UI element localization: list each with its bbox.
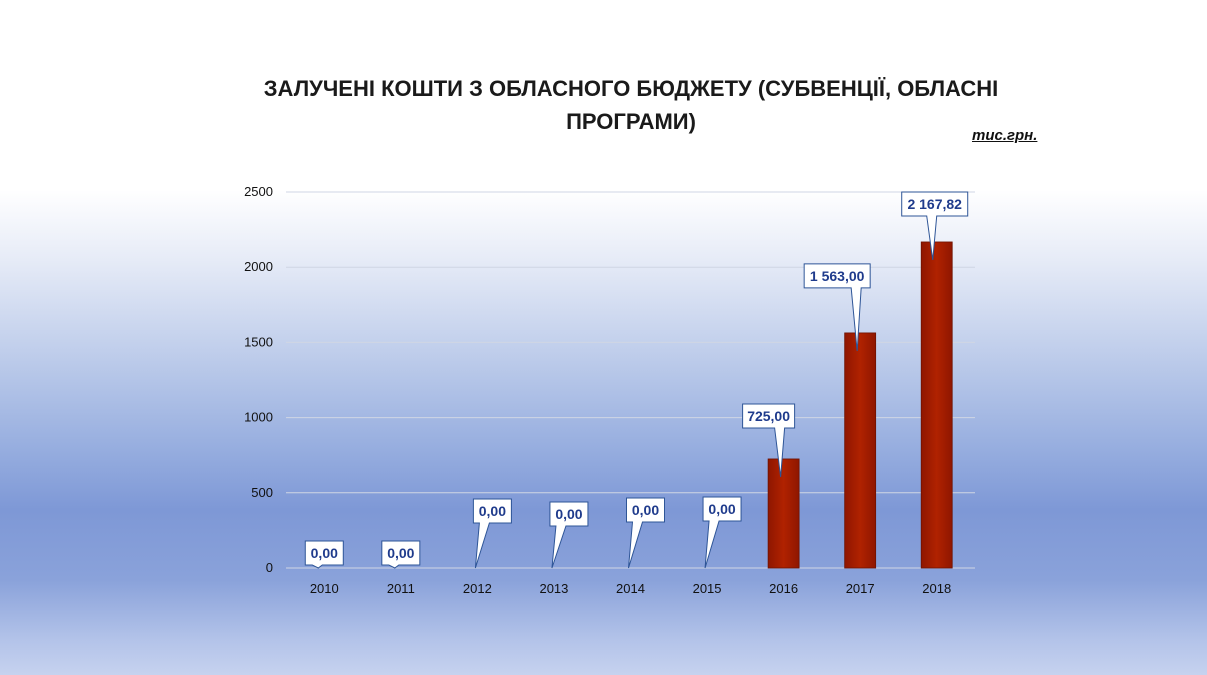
data-label-2011: 0,00 bbox=[387, 545, 414, 561]
data-label-callout bbox=[549, 501, 589, 569]
y-tick-label: 1000 bbox=[244, 410, 273, 425]
y-tick-label: 2000 bbox=[244, 259, 273, 274]
data-label-callout bbox=[742, 403, 796, 478]
data-label-2013: 0,00 bbox=[555, 506, 582, 522]
x-tick-label: 2018 bbox=[922, 581, 951, 596]
unit-label: тис.грн. bbox=[972, 127, 1038, 144]
bar-2017 bbox=[844, 332, 877, 569]
y-tick-label: 2500 bbox=[244, 184, 273, 199]
x-tick-label: 2012 bbox=[463, 581, 492, 596]
data-label-callout bbox=[803, 263, 871, 351]
bar-2016 bbox=[767, 458, 800, 569]
x-tick-label: 2017 bbox=[846, 581, 875, 596]
x-tick-label: 2016 bbox=[769, 581, 798, 596]
data-label-2015: 0,00 bbox=[708, 501, 735, 517]
data-label-2014: 0,00 bbox=[632, 502, 659, 518]
x-tick-label: 2014 bbox=[616, 581, 645, 596]
data-label-callout bbox=[472, 498, 512, 569]
y-tick-label: 0 bbox=[266, 560, 273, 575]
data-label-callout bbox=[626, 497, 665, 569]
data-label-callout bbox=[381, 540, 421, 569]
data-label-2017: 1 563,00 bbox=[810, 268, 865, 284]
x-tick-label: 2011 bbox=[387, 581, 415, 596]
y-tick-label: 500 bbox=[251, 485, 273, 500]
data-label-2012: 0,00 bbox=[479, 503, 506, 519]
data-label-callout bbox=[702, 496, 742, 569]
x-tick-label: 2013 bbox=[539, 581, 568, 596]
chart-title: ЗАЛУЧЕНІ КОШТИ З ОБЛАСНОГО БЮДЖЕТУ (СУБВ… bbox=[263, 76, 999, 134]
data-label-2010: 0,00 bbox=[311, 545, 338, 561]
data-label-callout bbox=[901, 191, 969, 261]
data-label-2016: 725,00 bbox=[747, 408, 790, 424]
x-tick-label: 2015 bbox=[693, 581, 722, 596]
bar-2018 bbox=[920, 241, 953, 569]
x-tick-label: 2010 bbox=[310, 581, 339, 596]
data-label-2018: 2 167,82 bbox=[907, 196, 962, 212]
data-label-callout bbox=[304, 540, 344, 569]
y-tick-label: 1500 bbox=[244, 334, 273, 349]
